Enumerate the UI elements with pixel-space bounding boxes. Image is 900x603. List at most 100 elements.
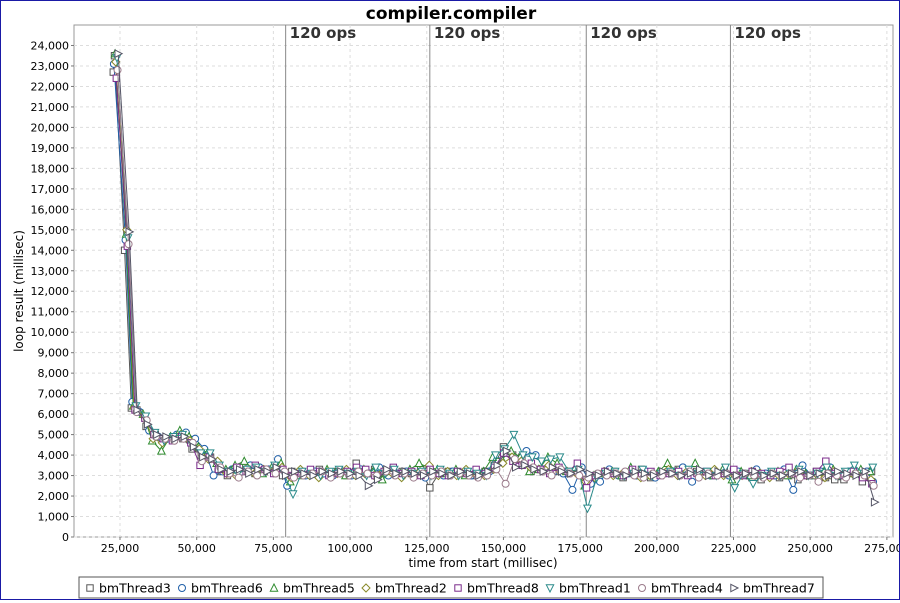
data-point (509, 430, 519, 440)
y-tick-label: 24,000 (31, 39, 70, 52)
data-point (512, 462, 521, 472)
axis-layer: 0 1,000 2,000 3,000 4,000 5,000 6,000 7,000 8,00… (31, 39, 900, 555)
data-point (208, 454, 218, 464)
data-point (582, 484, 591, 492)
x-tick-label: 25,000 (101, 542, 140, 555)
y-tick-label: 3,000 (38, 470, 70, 483)
data-point (124, 240, 133, 249)
data-point (209, 471, 218, 480)
legend-box (78, 576, 824, 599)
data-point (162, 432, 172, 442)
data-point (594, 471, 604, 481)
data-point (822, 457, 830, 465)
data-point (438, 468, 448, 479)
data-point (723, 468, 733, 479)
data-point (235, 464, 245, 474)
series-layer (109, 48, 880, 514)
data-point (576, 464, 586, 474)
data-point (546, 455, 556, 465)
y-tick-label: 5,000 (38, 429, 70, 442)
y-tick-label: 21,000 (31, 101, 70, 114)
data-point (363, 469, 372, 478)
y-tick-label: 13,000 (31, 265, 70, 278)
data-point (113, 66, 122, 75)
legend-item: bmThread3 (99, 581, 171, 596)
data-point (281, 471, 291, 481)
data-point (355, 471, 365, 481)
data-point (547, 471, 556, 480)
data-point (327, 468, 337, 479)
data-point (742, 468, 751, 479)
data-point (465, 468, 475, 479)
data-point (751, 466, 761, 476)
data-point (696, 464, 705, 474)
legend: bmThread3 bmThread6 bmThread5 bmThread2 bmTh… (86, 581, 815, 596)
data-point (869, 481, 878, 490)
y-tick-label: 20,000 (31, 121, 70, 134)
legend-swatch (730, 583, 740, 593)
data-point (114, 49, 124, 59)
grid-layer (74, 25, 893, 538)
y-tick-label: 7,000 (38, 388, 70, 401)
data-point (493, 460, 503, 470)
y-tick-label: 1,000 (38, 511, 70, 524)
legend-swatch (178, 584, 186, 592)
data-point (852, 471, 862, 481)
y-tick-label: 11,000 (31, 306, 70, 319)
y-tick-label: 8,000 (38, 367, 70, 380)
data-point (447, 471, 457, 481)
data-point (501, 479, 510, 488)
legend-swatch (269, 582, 279, 592)
data-point (245, 468, 254, 479)
series-bmThread7 (114, 49, 880, 507)
data-point (677, 471, 687, 481)
x-axis-label: time from start (millisec) (408, 556, 557, 570)
data-point (558, 466, 567, 476)
data-point (125, 227, 135, 237)
data-point (788, 468, 797, 479)
data-point (518, 451, 528, 461)
chart-title: compiler.compiler (366, 4, 537, 24)
y-tick-label: 18,000 (31, 162, 70, 175)
data-point (843, 468, 853, 479)
data-point (318, 466, 328, 476)
data-point (383, 464, 392, 474)
data-point (659, 466, 669, 476)
y-tick-label: 23,000 (31, 60, 70, 73)
data-point (582, 504, 593, 514)
y-tick-label: 2,000 (38, 490, 70, 503)
data-point (143, 419, 153, 429)
data-point (622, 471, 632, 481)
legend-item: bmThread5 (283, 581, 355, 596)
y-tick-label: 10,000 (31, 326, 70, 339)
data-point (613, 468, 623, 479)
data-point (861, 466, 871, 476)
x-tick-label: 225,000 (711, 542, 757, 555)
data-point (631, 466, 641, 476)
x-tick-label: 125,000 (404, 542, 450, 555)
y-axis-label: loop result (millisec) (12, 230, 26, 352)
y-tick-label: 6,000 (38, 408, 70, 421)
data-point (419, 471, 429, 481)
x-tick-label: 100,000 (327, 542, 373, 555)
legend-item: bmThread1 (559, 581, 631, 596)
data-point (309, 471, 319, 481)
data-point (263, 466, 273, 476)
data-point (199, 452, 208, 462)
data-point (748, 480, 758, 489)
data-point (849, 461, 859, 471)
data-point (429, 466, 438, 476)
data-point (217, 464, 227, 474)
data-point (730, 484, 740, 493)
data-point (536, 457, 546, 467)
data-point (133, 405, 143, 415)
phase-marker-label: 120 ops (290, 24, 357, 42)
data-point (705, 471, 715, 481)
y-tick-label: 14,000 (31, 244, 70, 257)
phase-marker-label: 120 ops (590, 24, 657, 42)
data-point (824, 471, 834, 481)
data-point (778, 471, 788, 481)
data-point (401, 466, 411, 476)
